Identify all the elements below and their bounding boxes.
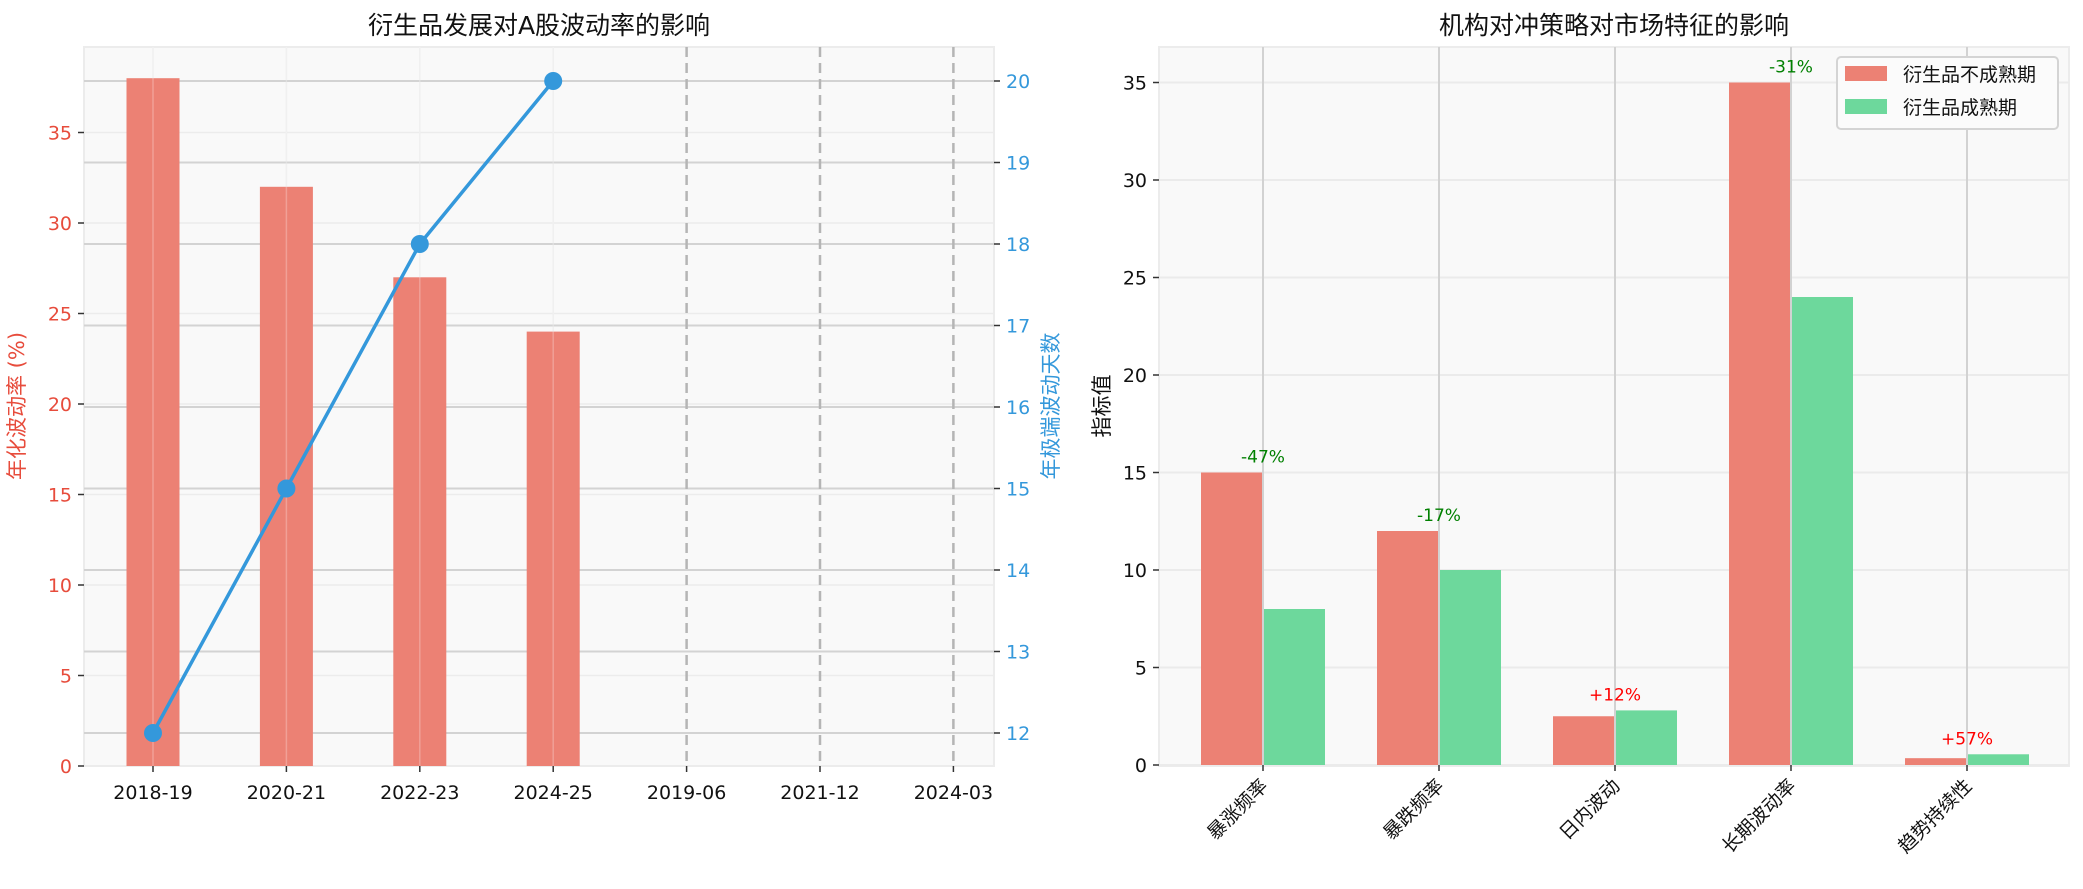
- right-y-axis-ticks: 12 13 14 15 16 17 18 19 20: [994, 71, 1030, 745]
- annotation-趋势持续性: +57%: [1941, 729, 1993, 749]
- legend[interactable]: 衍生品不成熟期 衍生品成熟期: [1836, 56, 2059, 130]
- bar-mature-暴涨频率: [1263, 609, 1325, 765]
- svg-text:16: 16: [1006, 397, 1030, 419]
- svg-text:15: 15: [1006, 479, 1030, 501]
- right-chart: 机构对冲策略对市场特征的影响 -47% -17% +12% -31% +57% 0 5 10…: [1090, 11, 2070, 858]
- svg-text:35: 35: [48, 123, 72, 145]
- svg-text:13: 13: [1006, 642, 1030, 664]
- line-point-2020-21: [277, 479, 296, 498]
- svg-text:18: 18: [1006, 234, 1030, 256]
- bar-immature-日内波动: [1553, 716, 1615, 765]
- svg-text:30: 30: [1123, 170, 1147, 192]
- bar-mature-暴跌频率: [1439, 570, 1501, 765]
- legend-label-mature: 衍生品成熟期: [1903, 97, 2017, 119]
- left-right-axis-grid: [84, 80, 994, 734]
- svg-text:15: 15: [48, 485, 72, 507]
- bar-mature-长期波动率: [1791, 297, 1853, 765]
- svg-text:0: 0: [1135, 755, 1147, 777]
- legend-swatch-mature: [1845, 99, 1887, 114]
- bar-2020-21: [259, 186, 313, 767]
- svg-text:5: 5: [60, 666, 72, 688]
- svg-text:长期波动率: 长期波动率: [1718, 775, 1801, 858]
- bar-immature-暴涨频率: [1201, 472, 1263, 765]
- svg-text:暴跌频率: 暴跌频率: [1379, 775, 1448, 844]
- svg-text:10: 10: [1123, 560, 1147, 582]
- svg-text:趋势持续性: 趋势持续性: [1894, 775, 1977, 858]
- bar-2018-19: [126, 78, 180, 766]
- svg-text:19: 19: [1006, 153, 1030, 175]
- legend-label-immature: 衍生品不成熟期: [1903, 64, 2036, 86]
- svg-text:20: 20: [1123, 365, 1147, 387]
- annotation-暴跌频率: -17%: [1417, 506, 1461, 526]
- svg-text:2022-23: 2022-23: [380, 782, 459, 804]
- left-chart: 衍生品发展对A股波动率的影响 0 5 10 15 20 25 30 35 12 13 14 15 16…: [5, 11, 1063, 804]
- dashed-reference-lines: [685, 47, 955, 766]
- svg-text:30: 30: [48, 213, 72, 235]
- svg-text:日内波动: 日内波动: [1555, 775, 1624, 844]
- right-chart-y-axis-label: 指标值: [1090, 375, 1114, 438]
- svg-text:25: 25: [48, 304, 72, 326]
- svg-text:2018-19: 2018-19: [113, 782, 192, 804]
- right-y-axis-label: 年极端波动天数: [1039, 333, 1063, 480]
- svg-text:17: 17: [1006, 316, 1030, 338]
- extreme-days-line: [144, 72, 563, 742]
- svg-text:20: 20: [1006, 71, 1030, 93]
- annotation-长期波动率: -31%: [1769, 58, 1813, 78]
- line-point-2018-19: [144, 724, 162, 742]
- change-annotations: -47% -17% +12% -31% +57%: [1241, 58, 1993, 750]
- right-chart-title: 机构对冲策略对市场特征的影响: [1439, 11, 1789, 40]
- svg-text:2020-21: 2020-21: [247, 782, 326, 804]
- line-point-2022-23: [410, 235, 429, 253]
- left-y-axis-label: 年化波动率 (%): [5, 332, 29, 480]
- svg-text:2024-25: 2024-25: [514, 782, 593, 804]
- svg-text:25: 25: [1123, 268, 1147, 290]
- volatility-bars: [126, 47, 580, 767]
- svg-text:2021-12: 2021-12: [780, 782, 859, 804]
- svg-text:35: 35: [1123, 73, 1147, 95]
- svg-text:0: 0: [60, 756, 72, 778]
- left-x-axis-ticks: 2018-19 2020-21 2022-23 2024-25 2019-06 2021-…: [113, 766, 993, 804]
- line-point-2024-25: [544, 72, 563, 90]
- svg-text:15: 15: [1123, 463, 1147, 485]
- bar-immature-长期波动率: [1729, 82, 1791, 765]
- bar-mature-日内波动: [1615, 710, 1677, 765]
- bar-mature-趋势持续性: [1967, 754, 2029, 765]
- legend-swatch-immature: [1845, 66, 1887, 81]
- annotation-日内波动: +12%: [1589, 685, 1641, 705]
- svg-text:2019-06: 2019-06: [647, 782, 726, 804]
- bar-2022-23: [393, 277, 447, 766]
- legend-box: [1836, 56, 2059, 130]
- bar-2024-25: [526, 331, 580, 766]
- left-chart-title: 衍生品发展对A股波动率的影响: [368, 11, 710, 40]
- svg-text:10: 10: [48, 575, 72, 597]
- right-chart-y-axis-ticks: 0 5 10 15 20 25 30 35: [1123, 73, 1159, 777]
- svg-text:14: 14: [1006, 560, 1030, 582]
- svg-text:12: 12: [1006, 723, 1030, 745]
- annotation-暴涨频率: -47%: [1241, 448, 1285, 468]
- svg-text:2024-03: 2024-03: [914, 782, 993, 804]
- svg-text:暴涨频率: 暴涨频率: [1203, 775, 1272, 844]
- bar-immature-趋势持续性: [1905, 758, 1967, 765]
- svg-text:20: 20: [48, 394, 72, 416]
- bar-immature-暴跌频率: [1377, 531, 1439, 765]
- svg-text:5: 5: [1135, 658, 1147, 680]
- right-chart-x-axis-ticks: 暴涨频率 暴跌频率 日内波动 长期波动率 趋势持续性: [1203, 765, 1977, 858]
- market-feature-bars: [1201, 47, 2029, 765]
- left-y-axis-ticks: 0 5 10 15 20 25 30 35: [48, 123, 84, 778]
